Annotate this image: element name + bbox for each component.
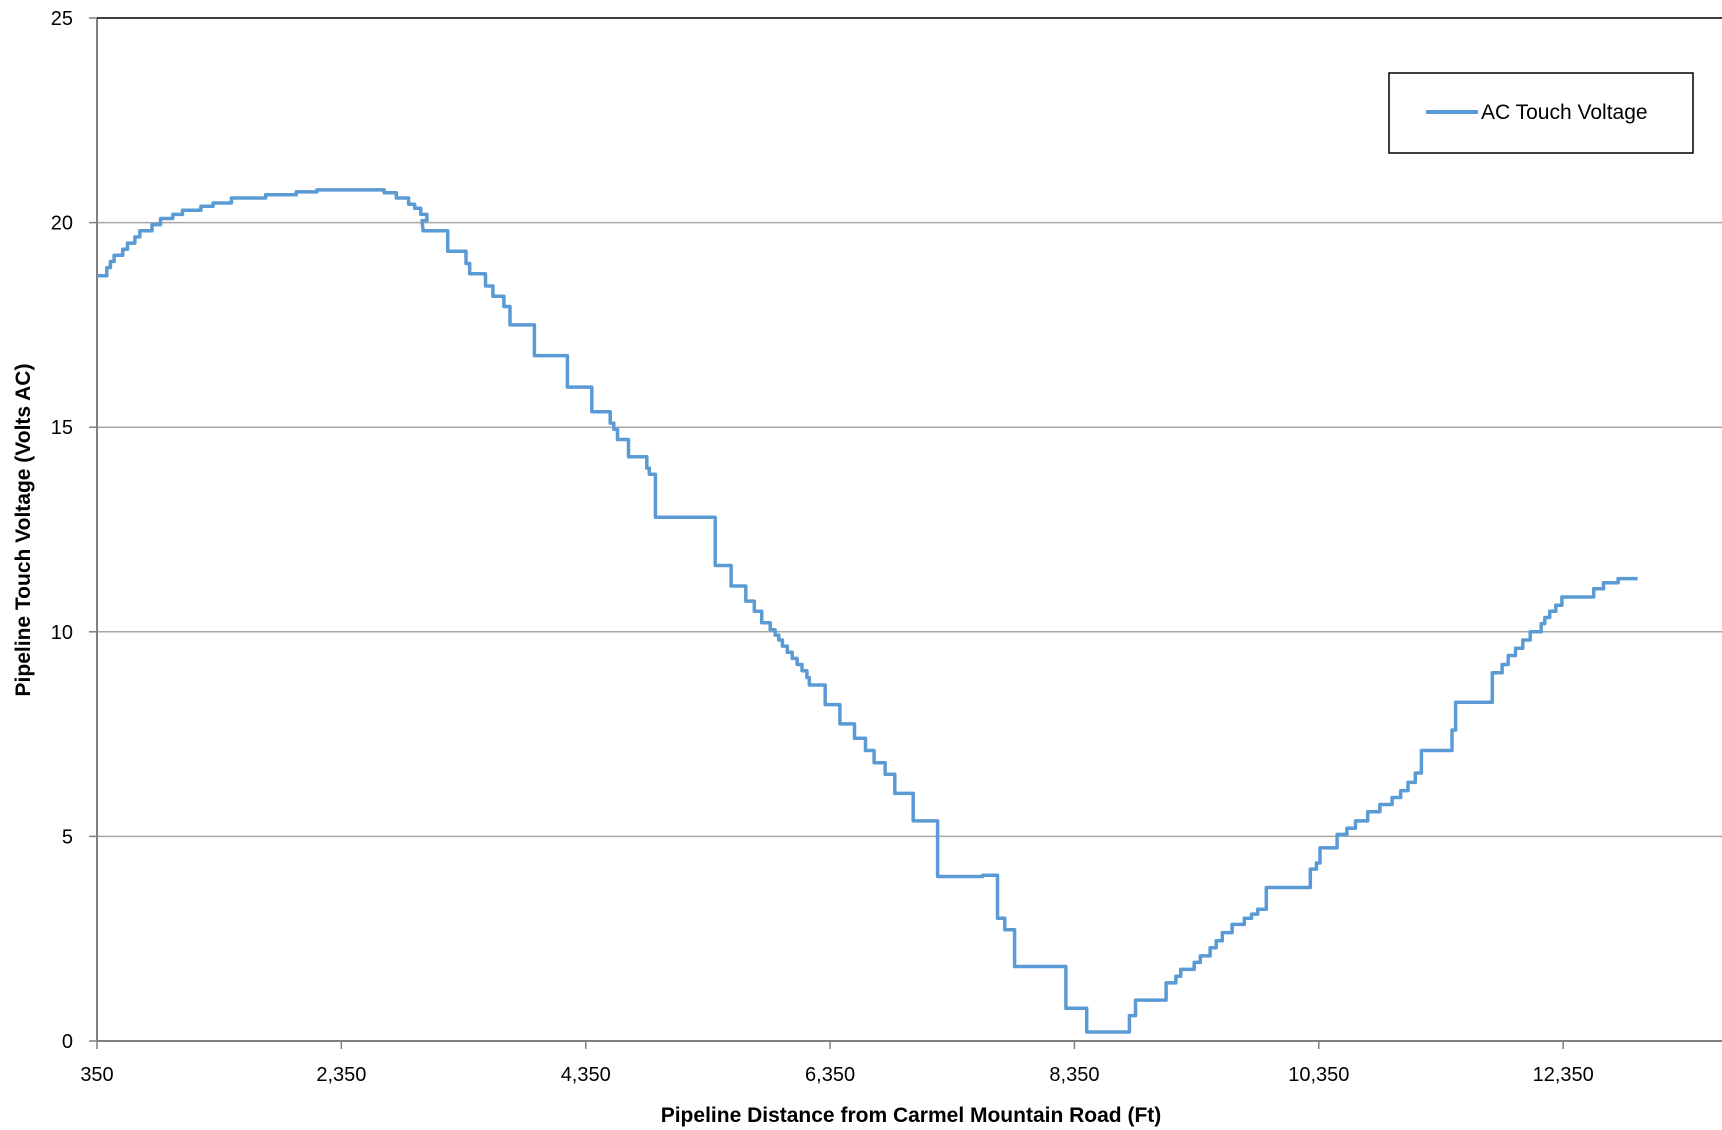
x-tick-label: 12,350 xyxy=(1533,1064,1594,1086)
y-tick-label: 15 xyxy=(51,417,73,439)
x-tick-label: 10,350 xyxy=(1288,1064,1349,1086)
x-tick-label: 8,350 xyxy=(1049,1064,1099,1086)
y-axis-ticks: 0 5 10 15 20 25 xyxy=(51,8,97,1053)
x-axis-ticks: 350 2,350 4,350 6,350 8,350 10,350 12,350 xyxy=(80,1041,1594,1086)
x-axis-title: Pipeline Distance from Carmel Mountain R… xyxy=(661,1104,1162,1127)
chart-legend: AC Touch Voltage xyxy=(1388,72,1694,154)
x-tick-label: 350 xyxy=(80,1064,113,1086)
gridlines xyxy=(97,221,1722,838)
y-tick-label: 25 xyxy=(51,8,73,30)
series-line-ac-touch-voltage xyxy=(97,188,1638,1034)
x-tick-label: 6,350 xyxy=(805,1064,855,1086)
series-lines xyxy=(97,188,1638,1034)
x-tick-label: 2,350 xyxy=(316,1064,366,1086)
y-axis-title: Pipeline Touch Voltage (Volts AC) xyxy=(12,364,35,697)
legend-label-ac-touch-voltage: AC Touch Voltage xyxy=(1481,101,1648,124)
y-tick-label: 5 xyxy=(62,826,73,848)
y-tick-label: 20 xyxy=(51,213,73,235)
x-tick-label: 4,350 xyxy=(561,1064,611,1086)
y-tick-label: 0 xyxy=(62,1031,73,1053)
y-tick-label: 10 xyxy=(51,622,73,644)
